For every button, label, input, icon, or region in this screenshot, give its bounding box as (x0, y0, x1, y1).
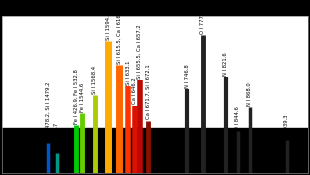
Text: O I 777.4: O I 777.4 (200, 10, 206, 34)
Bar (2, 128, 308, 173)
Text: Fe I 426.9, Fe I 532.8: Fe I 426.9, Fe I 532.8 (73, 69, 79, 124)
Text: Si I 633.1: Si I 633.1 (126, 60, 131, 85)
Text: Si I 1478.2, Si I 1479.2: Si I 1478.2, Si I 1479.2 (45, 82, 50, 141)
Text: Si I 615.5, Ca I 616.2: Si I 615.5, Ca I 616.2 (117, 9, 122, 64)
Text: Fe I 1544.6: Fe I 1544.6 (80, 82, 85, 111)
Text: N I 868.0: N I 868.0 (247, 82, 252, 106)
Text: N I 821.6: N I 821.6 (223, 52, 228, 76)
Text: Fe I 1495.7: Fe I 1495.7 (54, 123, 60, 152)
Text: N I 746.8: N I 746.8 (184, 64, 189, 88)
Text: Si I 1568.4: Si I 1568.4 (92, 65, 97, 94)
Text: N I 939.3: N I 939.3 (284, 115, 289, 138)
Text: Ca I 646.2: Ca I 646.2 (132, 77, 137, 104)
Text: O I 844.6: O I 844.6 (235, 106, 240, 130)
Text: Si I 655.5, Ca I 657.2: Si I 655.5, Ca I 657.2 (137, 24, 142, 79)
Text: Si I 1594.8: Si I 1594.8 (106, 12, 111, 40)
Text: Ca I 671.7, Si I 672.1: Ca I 671.7, Si I 672.1 (146, 64, 151, 119)
